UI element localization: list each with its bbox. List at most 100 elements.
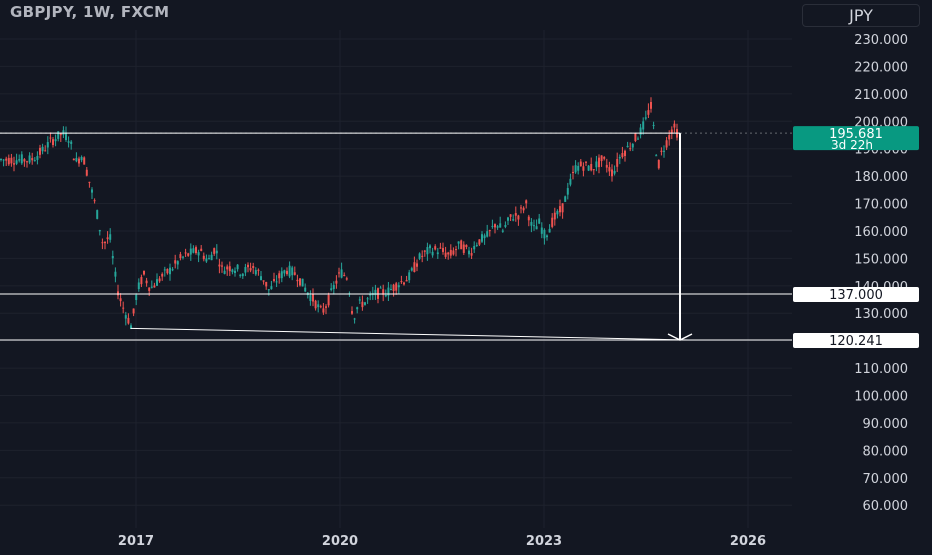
candle-body — [236, 264, 239, 270]
candle-body — [265, 281, 268, 287]
candle-body — [226, 266, 229, 270]
candle-body — [130, 325, 132, 329]
candle-body — [231, 269, 234, 273]
candle-body — [663, 150, 665, 152]
candle-body — [392, 284, 395, 291]
candle-body — [148, 287, 151, 291]
y-axis-tick-label: 230.000 — [854, 33, 908, 48]
price-label-137: 137.000 — [829, 288, 883, 303]
candles-group — [0, 97, 678, 330]
candle-body — [54, 139, 57, 142]
candle-body — [527, 216, 530, 221]
candle-body — [174, 260, 177, 264]
candle-body — [520, 207, 522, 209]
candle-body — [390, 288, 392, 290]
candle-body — [5, 158, 8, 161]
candle-body — [577, 165, 580, 171]
candle-body — [93, 200, 96, 202]
currency-button[interactable]: JPY — [802, 4, 920, 27]
current-price-label-countdown: 3d 22h — [831, 138, 873, 152]
candle-body — [637, 138, 639, 140]
candle-body — [608, 167, 611, 172]
candle-body — [106, 237, 109, 240]
candle-body — [384, 295, 387, 297]
candle-body — [262, 280, 265, 282]
candle-body — [494, 224, 496, 228]
candle-body — [208, 258, 210, 260]
candle-body — [382, 289, 385, 295]
candle-body — [501, 230, 504, 232]
candle-body — [644, 117, 647, 119]
candle-body — [514, 213, 517, 216]
candle-body — [447, 252, 450, 255]
candle-body — [163, 269, 166, 271]
candle-body — [569, 178, 572, 185]
candle-body — [182, 256, 184, 258]
candle-body — [361, 301, 364, 308]
candle-body — [114, 271, 117, 277]
candle-body — [135, 294, 138, 301]
candle-body — [75, 158, 78, 162]
candle-body — [158, 278, 161, 282]
candle-body — [36, 155, 39, 160]
candle-body — [301, 278, 304, 287]
candle-body — [83, 157, 86, 165]
candle-body — [634, 133, 637, 142]
candle-body — [132, 308, 135, 314]
candle-body — [57, 131, 60, 139]
candle-body — [195, 247, 197, 254]
candle-body — [434, 246, 437, 250]
candle-body — [639, 127, 642, 135]
price-label-120-box — [793, 333, 919, 348]
candle-body — [65, 132, 67, 141]
candle-body — [184, 252, 187, 254]
candle-body — [314, 300, 317, 309]
candle-body — [566, 188, 569, 195]
candle-body — [481, 234, 483, 242]
candle-body — [517, 215, 520, 220]
candle-body — [413, 262, 416, 272]
candle-body — [574, 165, 577, 173]
candle-body — [475, 245, 478, 247]
candle-body — [533, 225, 535, 227]
candle-body — [507, 217, 509, 221]
candle-body — [660, 150, 663, 152]
candle-body — [592, 169, 595, 171]
candle-body — [496, 226, 499, 228]
candle-body — [605, 164, 608, 168]
x-axis-tick-label: 2020 — [322, 534, 358, 549]
candle-body — [317, 304, 320, 308]
candle-body — [452, 250, 455, 255]
candle-body — [621, 153, 624, 158]
candle-body — [210, 254, 213, 261]
candle-body — [670, 129, 673, 134]
candle-body — [600, 155, 603, 162]
candle-body — [403, 282, 405, 285]
candle-body — [283, 270, 286, 274]
y-axis-tick-label: 100.000 — [854, 390, 908, 405]
candle-body — [7, 157, 10, 165]
candle-body — [431, 251, 434, 256]
candle-body — [522, 207, 525, 211]
candle-body — [98, 230, 101, 232]
candle-body — [228, 266, 231, 272]
candle-body — [46, 142, 49, 148]
candle-body — [462, 244, 465, 253]
candle-body — [189, 248, 192, 255]
candle-body — [296, 279, 299, 282]
candle-body — [202, 255, 205, 260]
candle-body — [535, 226, 538, 230]
candle-body — [652, 124, 655, 126]
candle-body — [538, 218, 541, 224]
candle-body — [530, 221, 533, 226]
candle-body — [23, 159, 26, 162]
candle-body — [286, 270, 288, 275]
y-axis-tick-label: 80.000 — [863, 444, 909, 459]
y-axis-tick-label: 220.000 — [854, 60, 908, 75]
candle-body — [273, 279, 275, 281]
candle-body — [340, 269, 343, 278]
candle-body — [215, 250, 218, 254]
